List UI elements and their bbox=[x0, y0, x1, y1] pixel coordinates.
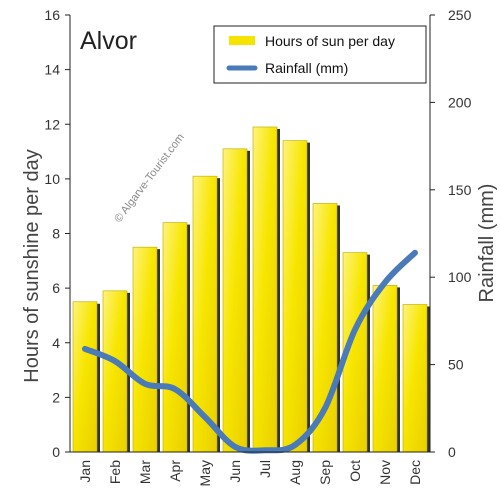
sun-bar bbox=[222, 148, 248, 453]
left-tick-label: 12 bbox=[44, 116, 60, 132]
left-tick-label: 6 bbox=[52, 280, 60, 296]
left-tick-label: 10 bbox=[44, 171, 60, 187]
x-tick-label: Sep bbox=[317, 460, 333, 485]
y-axis-title-right: Rainfall (mm) bbox=[476, 184, 498, 303]
sun-bar bbox=[72, 301, 98, 453]
sun-bar bbox=[372, 285, 398, 453]
right-tick-label: 150 bbox=[448, 182, 472, 198]
left-tick-label: 2 bbox=[52, 389, 60, 405]
right-tick-label: 0 bbox=[448, 444, 456, 460]
left-tick-label: 0 bbox=[52, 444, 60, 460]
left-tick-label: 8 bbox=[52, 226, 60, 242]
x-tick-label: May bbox=[197, 460, 213, 486]
right-tick-label: 200 bbox=[448, 94, 472, 110]
sun-bar bbox=[132, 246, 158, 453]
sun-bar bbox=[102, 290, 128, 453]
legend: Hours of sun per day Rainfall (mm) bbox=[213, 25, 427, 84]
x-tick-label: Mar bbox=[137, 460, 153, 484]
x-tick-label: Nov bbox=[377, 460, 393, 485]
x-tick-label: Jan bbox=[77, 460, 93, 483]
sun-bar bbox=[312, 203, 338, 453]
x-tick-label: Aug bbox=[287, 460, 303, 485]
rainfall-line bbox=[82, 249, 418, 454]
legend-swatch-sun bbox=[229, 36, 255, 45]
chart-title: Alvor bbox=[80, 27, 137, 55]
y-axis-title-left: Hours of sunshine per day bbox=[21, 149, 43, 382]
x-tick-label: Apr bbox=[167, 460, 183, 482]
right-tick-label: 250 bbox=[448, 7, 472, 23]
legend-label-rain: Rainfall (mm) bbox=[265, 60, 348, 76]
left-tick-label: 4 bbox=[52, 335, 60, 351]
legend-label-sun: Hours of sun per day bbox=[265, 33, 395, 49]
x-tick-label: Jul bbox=[257, 460, 273, 478]
legend-box bbox=[213, 25, 427, 84]
left-tick-label: 16 bbox=[44, 7, 60, 23]
sun-bar bbox=[402, 304, 428, 453]
sun-bar bbox=[282, 140, 308, 453]
left-tick-label: 14 bbox=[44, 62, 60, 78]
x-tick-label: Dec bbox=[407, 460, 423, 485]
x-tick-label: Oct bbox=[347, 460, 363, 482]
right-tick-label: 50 bbox=[448, 357, 464, 373]
right-tick-label: 100 bbox=[448, 269, 472, 285]
x-tick-label: Jun bbox=[227, 460, 243, 483]
sun-bar bbox=[252, 126, 278, 453]
x-tick-label: Feb bbox=[107, 460, 123, 484]
sun-bar bbox=[162, 222, 188, 453]
